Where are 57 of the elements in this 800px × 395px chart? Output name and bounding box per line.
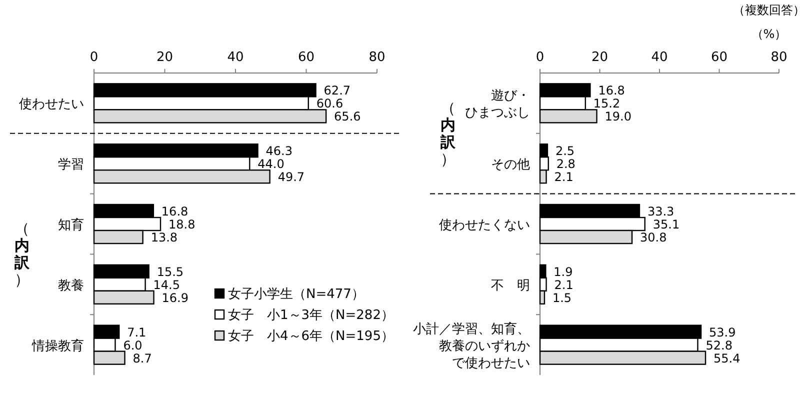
data-label: 6.0 bbox=[123, 338, 142, 352]
x-tick-label: 80 bbox=[770, 50, 788, 65]
data-label: 16.8 bbox=[161, 204, 188, 218]
data-label: 2.5 bbox=[555, 144, 575, 158]
y-tick-label: 遊び・ひまつぶし bbox=[465, 88, 530, 121]
y-tick-label: その他 bbox=[491, 158, 530, 173]
y-tick-label: 使わせたい bbox=[19, 97, 84, 112]
data-label: 15.5 bbox=[156, 264, 184, 279]
data-label: 18.8 bbox=[168, 218, 196, 232]
data-label: 46.3 bbox=[266, 144, 293, 158]
data-label: 62.7 bbox=[324, 84, 351, 98]
data-label: 2.8 bbox=[556, 157, 576, 172]
data-label: 1.5 bbox=[552, 290, 572, 305]
data-label: 49.7 bbox=[278, 170, 305, 184]
x-tick-label: 20 bbox=[591, 50, 608, 65]
data-label: 30.8 bbox=[640, 230, 667, 244]
x-tick-label: 0 bbox=[90, 50, 98, 65]
text: （複数回答） bbox=[733, 3, 800, 17]
data-label: 60.6 bbox=[316, 96, 344, 111]
y-tick-label: 知育 bbox=[58, 217, 84, 233]
x-tick-label: 40 bbox=[651, 50, 668, 65]
x-tick-label: 0 bbox=[536, 50, 544, 65]
y-tick-label: 教養 bbox=[58, 278, 84, 294]
data-label: 35.1 bbox=[652, 218, 680, 232]
x-tick-label: 60 bbox=[298, 50, 315, 65]
data-label: 13.8 bbox=[150, 230, 178, 244]
data-label: 2.1 bbox=[554, 170, 574, 184]
y-tick-label: 小計／学習、知育、教養のいずれかで使わせたい bbox=[413, 320, 530, 371]
y-tick-label: 不 明 bbox=[491, 278, 530, 294]
y-tick-label: 学習 bbox=[58, 158, 84, 173]
text: （内訳） bbox=[14, 220, 30, 289]
x-tick-label: 40 bbox=[227, 50, 244, 65]
data-label: 33.3 bbox=[647, 204, 674, 218]
data-label: 55.4 bbox=[714, 351, 740, 366]
data-label: 16.8 bbox=[598, 84, 625, 98]
data-label: 14.5 bbox=[153, 278, 180, 292]
data-label: 65.6 bbox=[334, 110, 361, 124]
y-tick-label: 情操教育 bbox=[31, 338, 84, 354]
data-label: 1.9 bbox=[554, 264, 573, 279]
x-tick-label: 20 bbox=[156, 50, 174, 65]
data-label: 52.8 bbox=[706, 338, 732, 352]
text: （内訳） bbox=[440, 98, 456, 168]
x-tick-label: 60 bbox=[710, 50, 728, 65]
data-label: 53.9 bbox=[709, 325, 736, 340]
x-tick-label: 80 bbox=[368, 50, 386, 65]
legend-label: 女子 小4～6年（N=195） bbox=[228, 329, 394, 344]
data-label: 44.0 bbox=[258, 157, 284, 172]
data-label: 15.2 bbox=[593, 96, 620, 111]
data-label: 8.7 bbox=[132, 351, 152, 366]
y-tick-label: 使わせたくない bbox=[439, 218, 530, 233]
data-label: 2.1 bbox=[554, 278, 574, 292]
data-label: 7.1 bbox=[127, 325, 146, 340]
legend-label: 女子 小1～3年（N=282） bbox=[228, 308, 394, 323]
data-label: 19.0 bbox=[604, 110, 632, 124]
data-label: 16.9 bbox=[162, 290, 189, 305]
legend-label: 女子小学生（N=477） bbox=[228, 287, 364, 302]
x-axis-title: （%） bbox=[751, 27, 787, 41]
